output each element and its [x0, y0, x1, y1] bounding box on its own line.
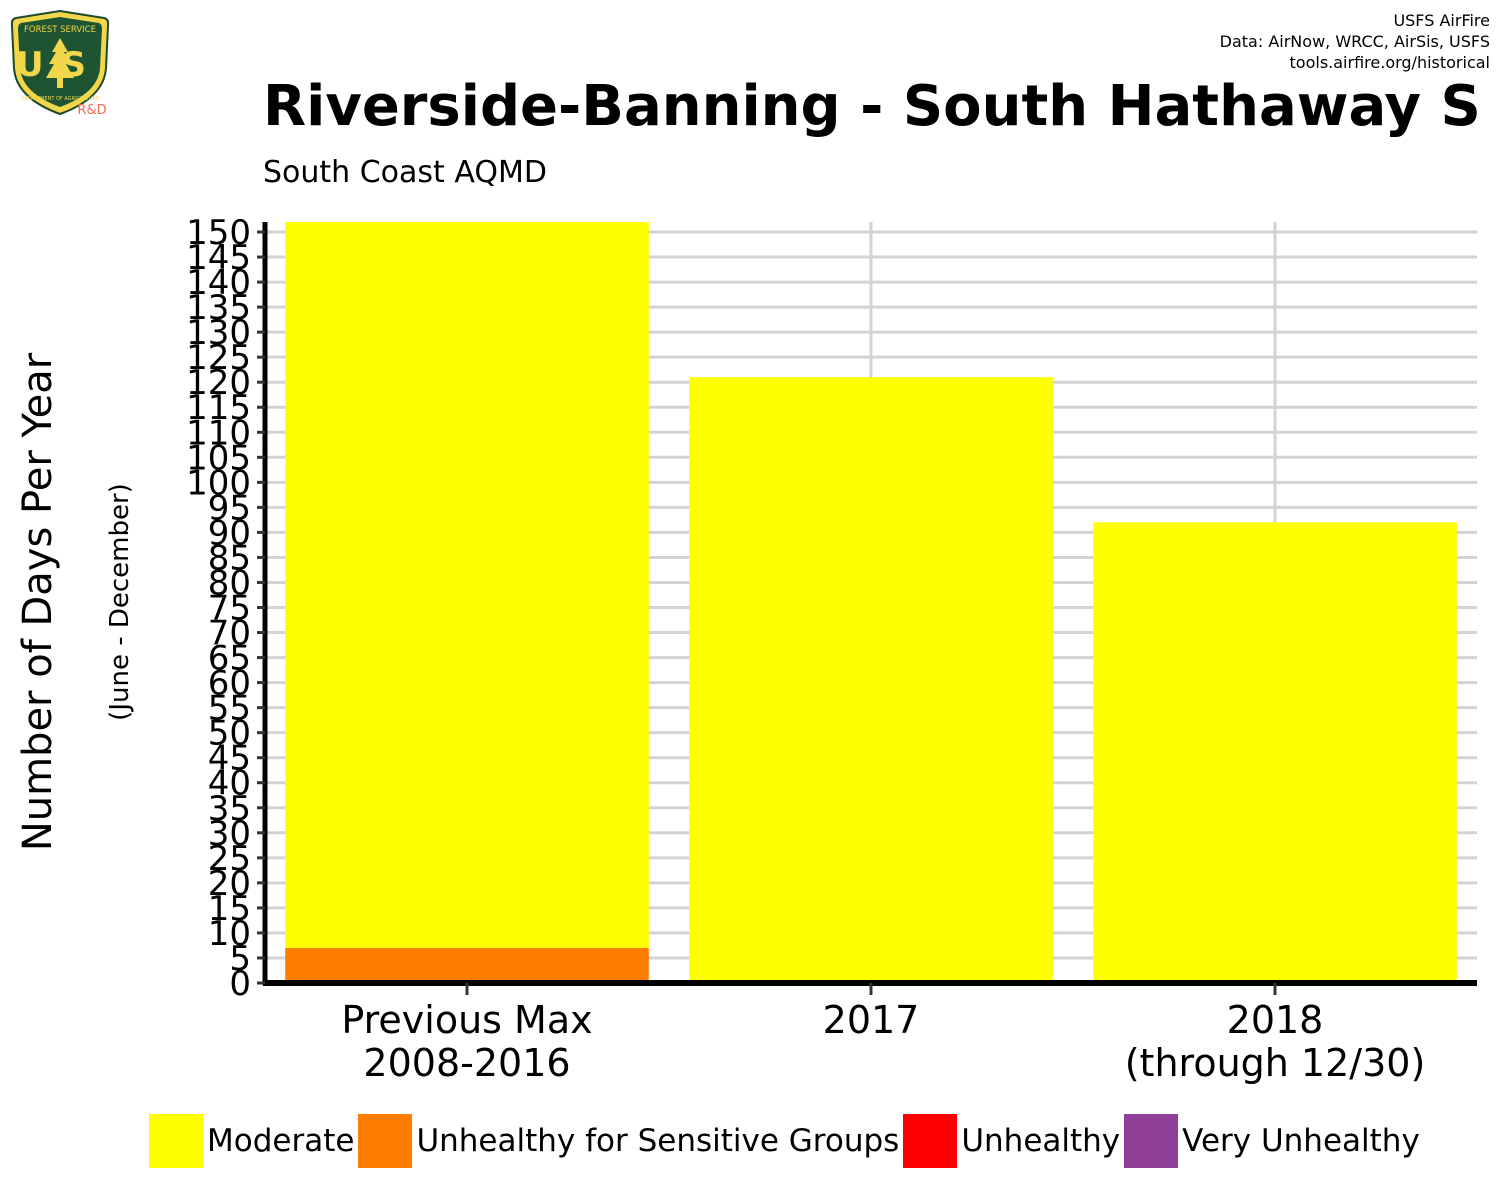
y-tick-label: 85 — [208, 538, 251, 578]
y-tick-label: 110 — [186, 413, 251, 453]
y-tick-label: 130 — [186, 313, 251, 353]
y-tick-label: 75 — [208, 589, 251, 629]
y-tick-label: 115 — [186, 388, 251, 428]
y-tick-label: 30 — [208, 814, 251, 854]
bar-segment — [285, 947, 649, 983]
legend: Moderate Unhealthy for Sensitive Groups Un… — [149, 1113, 1424, 1169]
y-tick-label: 5 — [229, 939, 251, 979]
y-tick-label: 95 — [208, 488, 251, 528]
x-tick-label: 2018 — [1227, 998, 1324, 1042]
y-tick-label: 120 — [186, 363, 251, 403]
legend-label: Unhealthy for Sensitive Groups — [416, 1123, 900, 1159]
legend-item: Unhealthy — [903, 1114, 1120, 1168]
legend-item: Moderate — [149, 1114, 354, 1168]
logo-letters: US — [16, 45, 104, 85]
legend-label: Very Unhealthy — [1182, 1123, 1420, 1159]
y-tick-label: 100 — [186, 463, 251, 503]
usfs-shield-logo: FOREST SERVICE US DEPARTMENT OF AGRICULT… — [8, 8, 112, 118]
x-tick-label: Previous Max — [341, 998, 592, 1042]
credit-data: Data: AirNow, WRCC, AirSis, USFS — [1219, 32, 1490, 51]
legend-swatch — [358, 1114, 413, 1168]
y-tick-label: 60 — [208, 664, 251, 704]
pine-tree-icon — [46, 38, 74, 88]
y-tick-label: 70 — [208, 614, 251, 654]
y-tick-label: 65 — [208, 639, 251, 679]
y-tick-label: 90 — [208, 513, 251, 553]
chart-title: Riverside-Banning - South Hathaway S — [263, 74, 1481, 139]
legend-swatch — [1124, 1114, 1179, 1168]
legend-item: Very Unhealthy — [1124, 1114, 1420, 1168]
legend-item: Unhealthy for Sensitive Groups — [358, 1114, 899, 1168]
credits-block: USFS AirFire Data: AirNow, WRCC, AirSis,… — [1220, 10, 1490, 73]
legend-swatch — [903, 1114, 958, 1168]
bar-segment — [1093, 522, 1457, 983]
credit-source: USFS AirFire — [1393, 11, 1490, 30]
y-tick-label: 145 — [186, 238, 251, 278]
legend-swatch — [149, 1114, 203, 1168]
bar-segment — [689, 377, 1053, 983]
x-tick-label: 2017 — [823, 998, 920, 1042]
y-tick-label: 10 — [208, 914, 251, 954]
y-tick-label: 0 — [229, 964, 251, 1004]
chart-subtitle: South Coast AQMD — [263, 155, 547, 190]
y-tick-label: 125 — [186, 338, 251, 378]
y-tick-label: 45 — [208, 739, 251, 779]
y-tick-label: 140 — [186, 263, 251, 303]
bar-segment — [285, 222, 649, 948]
y-tick-label: 20 — [208, 864, 251, 904]
y-tick-label: 25 — [208, 839, 251, 879]
legend-label: Moderate — [207, 1123, 355, 1159]
credit-url: tools.airfire.org/historical — [1289, 53, 1490, 72]
y-tick-label: 135 — [186, 288, 251, 328]
y-tick-label: 15 — [208, 889, 251, 929]
logo-rd-tag: R&D — [77, 103, 106, 118]
legend-label: Unhealthy — [961, 1123, 1121, 1159]
y-tick-label: 35 — [208, 789, 251, 829]
y-tick-label: 80 — [208, 563, 251, 603]
x-tick-label: 2008-2016 — [363, 1041, 570, 1085]
y-tick-label: 105 — [186, 438, 251, 478]
logo-bottom-text: DEPARTMENT OF AGRICULTURE — [21, 96, 99, 102]
y-tick-label: 40 — [208, 764, 251, 804]
y-tick-label: 55 — [208, 689, 251, 729]
y-tick-label: 150 — [186, 213, 251, 253]
logo-top-text: FOREST SERVICE — [24, 25, 96, 35]
x-tick-label: (through 12/30) — [1125, 1041, 1426, 1085]
y-tick-label: 50 — [208, 714, 251, 754]
